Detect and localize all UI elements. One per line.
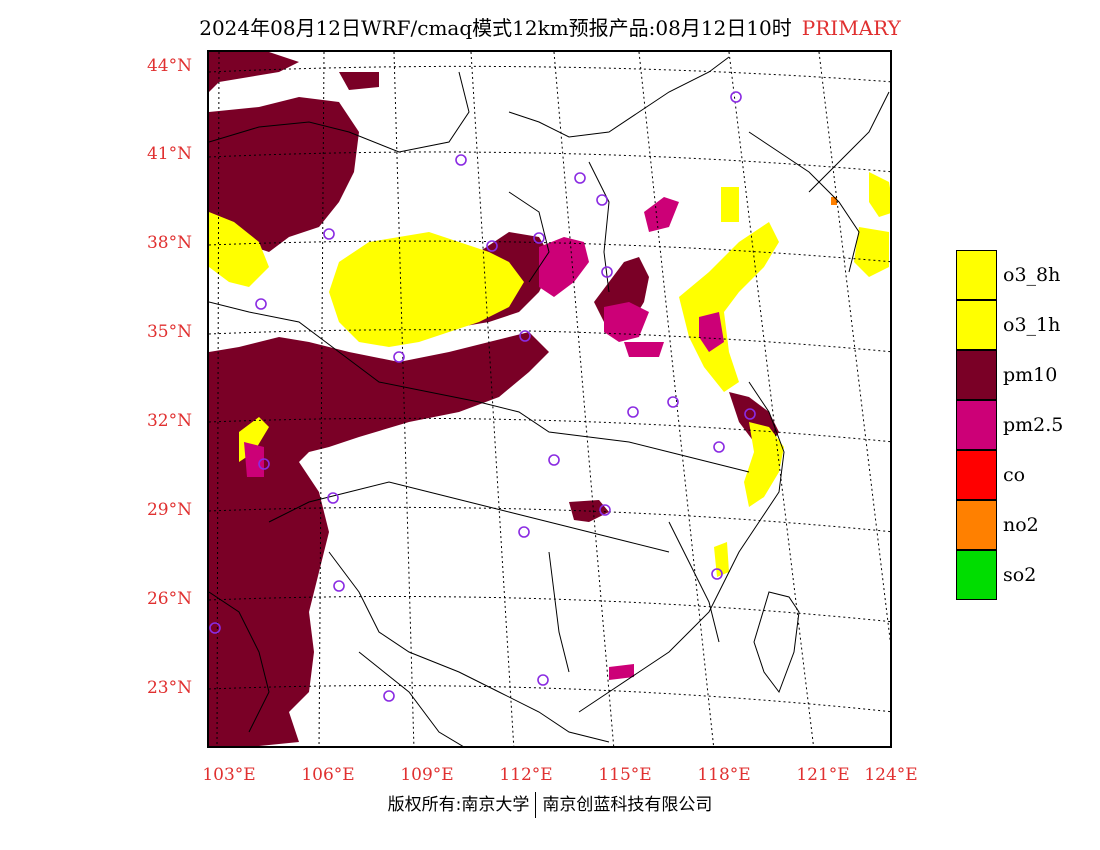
- station-marker: [209, 622, 221, 634]
- legend-swatch: [956, 500, 997, 550]
- map-panel: [207, 50, 892, 748]
- map-svg: [209, 52, 890, 746]
- station-marker: [258, 458, 270, 470]
- lat-label-38: 38°N: [146, 233, 192, 253]
- pm25-shandong: [604, 302, 649, 342]
- pm25-beijing-ne: [644, 197, 679, 232]
- lat-label-44: 44°N: [146, 56, 192, 76]
- station-marker: [711, 568, 723, 580]
- copyright-footer: 版权所有:南京大学 南京创蓝科技有限公司: [0, 790, 1100, 818]
- legend-item-pm10: pm10: [956, 350, 1078, 400]
- legend-label: pm10: [1003, 364, 1058, 386]
- lat-label-35: 35°N: [146, 322, 192, 342]
- legend-swatch: [956, 400, 997, 450]
- pm25-sichuan: [244, 442, 264, 477]
- pm25-jiangsu: [699, 312, 724, 352]
- lon-label-103: 103°E: [202, 765, 256, 785]
- station-marker: [533, 232, 545, 244]
- map-title: 2024年08月12日WRF/cmaq模式12km预报产品:08月12日10时 P…: [0, 12, 1100, 41]
- pm10-southwest-block: [209, 452, 329, 746]
- o3-zhejiang: [744, 422, 784, 507]
- lat-label-23: 23°N: [146, 678, 192, 698]
- station-marker: [455, 154, 467, 166]
- station-marker: [744, 408, 756, 420]
- o3-ne-1: [869, 172, 890, 217]
- no2-cell: [831, 197, 837, 205]
- pm10-north-top2: [339, 72, 379, 90]
- pm10-regions: [209, 52, 779, 746]
- legend-label: pm2.5: [1003, 414, 1064, 436]
- footer-left: 版权所有:南京大学: [387, 795, 530, 815]
- station-marker: [393, 351, 405, 363]
- station-marker: [519, 330, 531, 342]
- legend-item-so2: so2: [956, 550, 1078, 600]
- pm25-hebei: [539, 237, 589, 297]
- pm25-regions: [244, 197, 724, 680]
- station-marker: [601, 266, 613, 278]
- station-marker: [333, 580, 345, 592]
- legend-swatch: [956, 550, 997, 600]
- legend-item-co: co: [956, 450, 1078, 500]
- footer-separator: [535, 792, 537, 818]
- station-marker: [255, 298, 267, 310]
- pm10-north-top: [209, 52, 299, 92]
- pm10-northwest-block: [209, 97, 359, 252]
- pm25-xuzhou: [624, 342, 664, 357]
- o3-west: [209, 212, 269, 287]
- pm25-guangdong: [609, 664, 634, 680]
- lat-label-32: 32°N: [146, 411, 192, 431]
- lat-label-41: 41°N: [146, 144, 192, 164]
- legend-label: co: [1003, 464, 1026, 486]
- lon-label-106: 106°E: [301, 765, 355, 785]
- station-marker: [383, 690, 395, 702]
- legend-label: no2: [1003, 514, 1039, 536]
- o3-shandong-coast: [679, 222, 779, 392]
- legend-swatch: [956, 350, 997, 400]
- no2-spot: [831, 197, 837, 205]
- title-main: 2024年08月12日WRF/cmaq模式12km预报产品:08月12日10时: [199, 16, 792, 40]
- station-marker: [596, 194, 608, 206]
- lon-label-118: 118°E: [697, 765, 751, 785]
- station-marker: [713, 441, 725, 453]
- boundaries: [209, 56, 890, 746]
- legend-swatch: [956, 250, 997, 300]
- station-marker: [548, 454, 560, 466]
- station-marker: [627, 406, 639, 418]
- lon-label-124: 124°E: [864, 765, 918, 785]
- graticule: [209, 52, 890, 746]
- legend-item-no2: no2: [956, 500, 1078, 550]
- legend-item-pm25: pm2.5: [956, 400, 1078, 450]
- station-marker: [537, 674, 549, 686]
- lon-label-112: 112°E: [499, 765, 553, 785]
- station-markers: [209, 91, 756, 702]
- station-marker: [599, 504, 611, 516]
- legend-label: o3_8h: [1003, 264, 1061, 286]
- o3-liaoning: [721, 187, 739, 222]
- lon-label-115: 115°E: [598, 765, 652, 785]
- legend-swatch: [956, 450, 997, 500]
- lat-label-29: 29°N: [146, 500, 192, 520]
- o3-north-china: [329, 232, 524, 347]
- legend: o3_8h o3_1h pm10 pm2.5 co no2 so2: [956, 250, 1078, 600]
- station-marker: [486, 240, 498, 252]
- title-tag: PRIMARY: [801, 16, 901, 40]
- station-marker: [327, 492, 339, 504]
- station-marker: [574, 172, 586, 184]
- o3-regions: [209, 172, 890, 577]
- pm10-west-band: [209, 332, 549, 542]
- legend-item-o3-1h: o3_1h: [956, 300, 1078, 350]
- legend-label: so2: [1003, 564, 1037, 586]
- station-marker: [323, 228, 335, 240]
- station-marker: [730, 91, 742, 103]
- lat-label-26: 26°N: [146, 589, 192, 609]
- station-marker: [667, 396, 679, 408]
- lon-label-121: 121°E: [796, 765, 850, 785]
- o3-ne-2: [854, 227, 889, 277]
- legend-label: o3_1h: [1003, 314, 1061, 336]
- station-marker: [518, 526, 530, 538]
- footer-right: 南京创蓝科技有限公司: [542, 795, 713, 815]
- lon-label-109: 109°E: [400, 765, 454, 785]
- legend-item-o3-8h: o3_8h: [956, 250, 1078, 300]
- legend-swatch: [956, 300, 997, 350]
